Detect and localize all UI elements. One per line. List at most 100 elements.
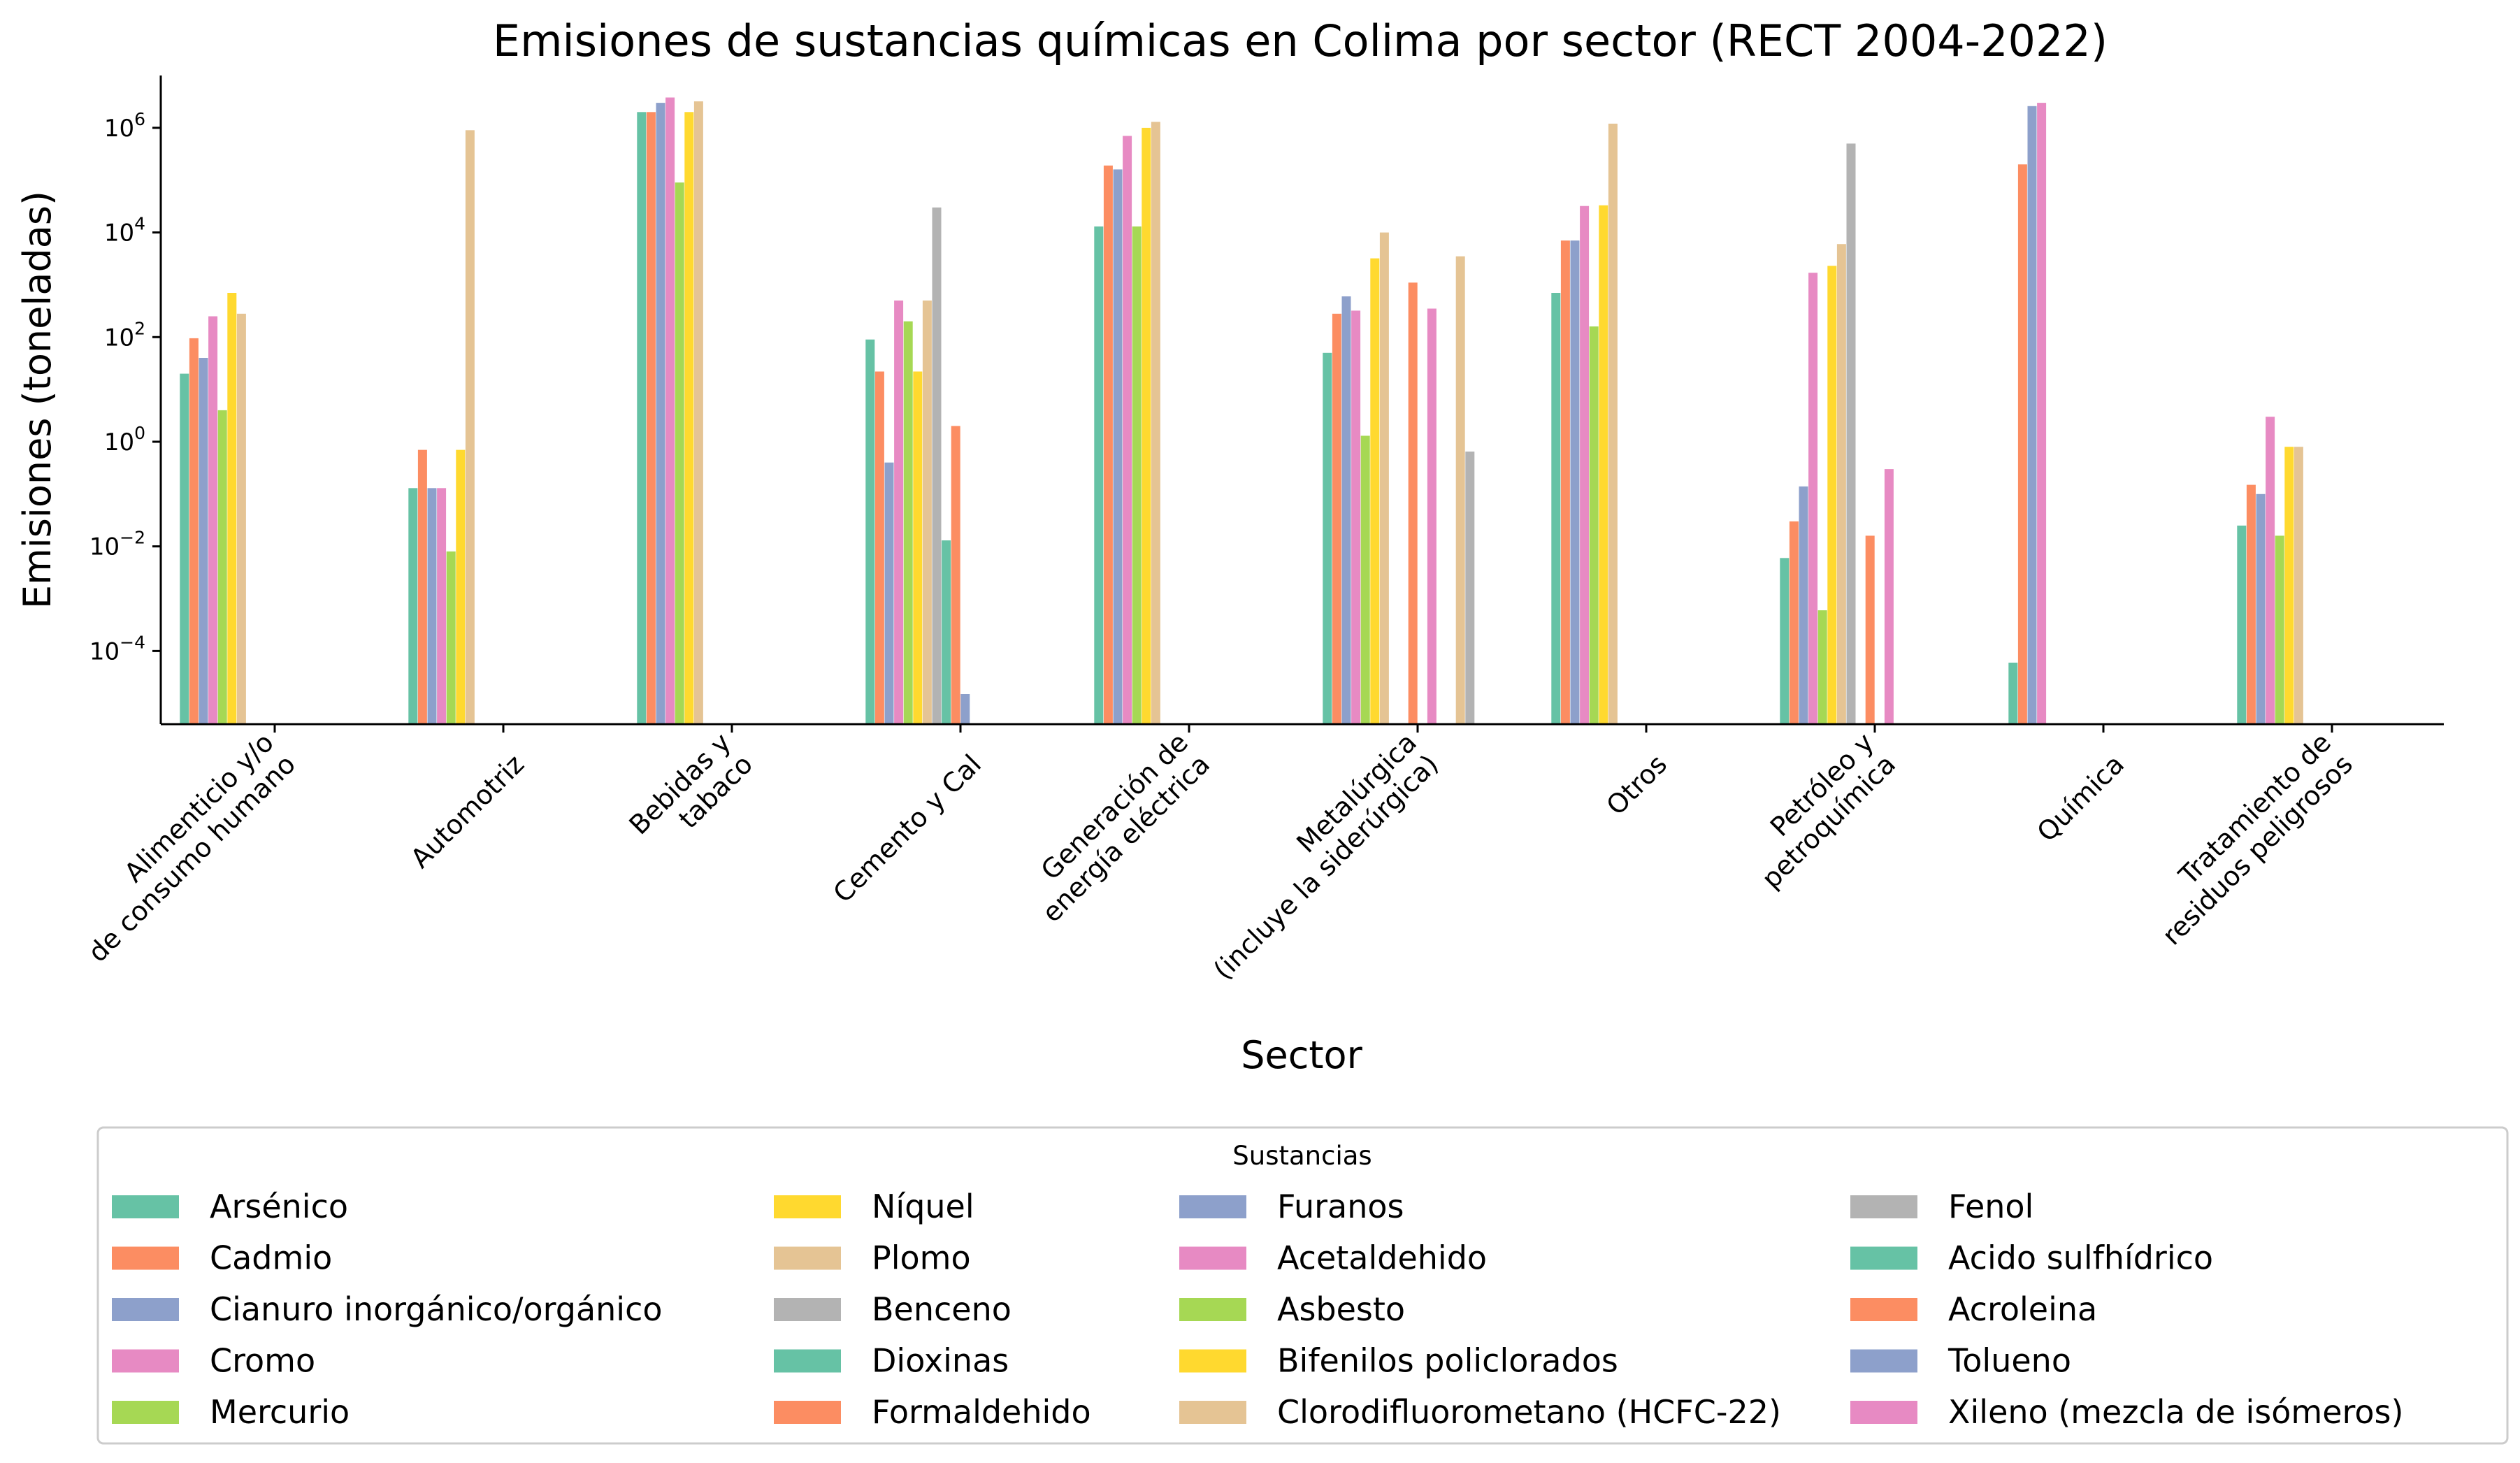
x-tick-label: Alimenticio y/ode consumo humano: [60, 727, 301, 968]
bar: [2275, 535, 2284, 724]
bar: [1455, 256, 1465, 724]
bar: [437, 488, 447, 724]
legend-swatch: [112, 1298, 179, 1321]
bar: [913, 371, 923, 724]
x-tick-label: Cemento y Cal: [827, 749, 987, 909]
legend-label: Asbesto: [1277, 1290, 1405, 1328]
legend-label: Clorodifluorometano (HCFC-22): [1277, 1393, 1781, 1431]
legend-swatch: [774, 1195, 841, 1218]
bar: [960, 694, 970, 724]
bar: [1789, 521, 1799, 724]
y-tick-label: 100: [104, 423, 145, 456]
x-tick-label: Química: [2031, 749, 2131, 848]
legend-swatch: [1850, 1195, 1917, 1218]
bar: [2266, 417, 2275, 724]
legend-swatch: [1179, 1246, 1246, 1270]
bar: [2246, 484, 2256, 724]
legend-swatch: [1179, 1195, 1246, 1218]
bar: [1580, 206, 1590, 724]
bar: [1427, 308, 1437, 724]
bar: [2294, 447, 2303, 724]
x-tick-label: Generación deenergía eléctrica: [1014, 727, 1216, 928]
bar: [1151, 122, 1160, 725]
bar: [1884, 469, 1894, 724]
axes-group: [159, 75, 2444, 726]
x-tick-label: Metalúrgica(incluye la siderúrgica): [1186, 727, 1444, 986]
bar: [1827, 266, 1837, 724]
y-tick-label: 10−2: [89, 528, 145, 561]
bar: [884, 462, 894, 724]
bar: [951, 426, 960, 724]
bar: [1846, 143, 1856, 724]
bar: [2256, 493, 2266, 724]
bar: [199, 358, 208, 724]
bar: [446, 551, 456, 724]
legend-label: Bifenilos policlorados: [1277, 1342, 1618, 1380]
legend-label: Níquel: [872, 1188, 974, 1225]
bar: [1113, 169, 1123, 724]
bar: [1560, 240, 1570, 725]
bar: [1370, 258, 1380, 725]
x-tick-label: Petróleo ypetroquímica: [1734, 727, 1901, 895]
bar: [1351, 310, 1361, 724]
bar: [1103, 165, 1113, 725]
bar: [427, 488, 437, 724]
legend-label: Tolueno: [1947, 1342, 2071, 1380]
legend-swatch: [1850, 1298, 1917, 1321]
bar: [1379, 232, 1389, 725]
bar: [637, 112, 647, 725]
bar: [1123, 136, 1132, 724]
bar: [874, 371, 884, 724]
y-tick-label: 106: [104, 109, 145, 143]
bar: [894, 300, 904, 724]
y-axis-title: Emisiones (toneladas): [15, 191, 59, 609]
legend-swatch: [112, 1401, 179, 1424]
bar: [1132, 226, 1142, 724]
x-tick-label: Bebidas ytabaco: [623, 727, 758, 863]
bar: [675, 182, 684, 725]
legend-swatch: [1850, 1401, 1917, 1424]
bar: [1599, 205, 1608, 724]
x-ticks-group: Alimenticio y/ode consumo humano Automotr…: [60, 724, 2359, 986]
bar: [1817, 610, 1827, 724]
legend-swatch: [774, 1298, 841, 1321]
bar: [1589, 326, 1599, 724]
legend-label: Acetaldehido: [1277, 1239, 1487, 1277]
bar: [684, 112, 694, 725]
bar: [408, 488, 418, 724]
bar: [1780, 558, 1790, 724]
y-ticks-group: 10−4 10−2 100 102 104 106: [89, 109, 161, 665]
legend-swatch: [774, 1349, 841, 1373]
bar: [656, 103, 665, 725]
bar: [2017, 164, 2027, 724]
bar: [1799, 486, 1808, 724]
legend-label: Mercurio: [210, 1393, 350, 1431]
bar: [1865, 535, 1875, 724]
bar: [1551, 293, 1561, 724]
bar: [236, 313, 246, 724]
bar: [2008, 663, 2018, 724]
legend-swatch: [774, 1246, 841, 1270]
legend-label: Acroleina: [1948, 1290, 2097, 1328]
legend-swatch: [112, 1246, 179, 1270]
bar: [932, 207, 942, 724]
y-tick-label: 10−4: [89, 632, 145, 665]
legend-label: Plomo: [872, 1239, 971, 1277]
y-tick-label: 104: [104, 214, 145, 247]
legend-label: Arsénico: [210, 1188, 348, 1225]
bar: [2237, 525, 2247, 724]
bar: [1332, 313, 1341, 724]
bar: [1360, 435, 1370, 724]
bar: [665, 97, 675, 724]
bar: [693, 101, 703, 724]
legend-label: Cromo: [210, 1342, 315, 1380]
bar: [942, 540, 951, 724]
legend-swatch: [112, 1195, 179, 1218]
bar: [1408, 282, 1418, 724]
bar: [646, 112, 656, 725]
chart-title: Emisiones de sustancias químicas en Coli…: [493, 15, 2108, 66]
legend-items: Arsénico Cadmio Cianuro inorgánico/orgánic…: [112, 1188, 2403, 1431]
bar: [922, 300, 932, 724]
bar: [217, 410, 227, 724]
bar: [417, 449, 427, 724]
